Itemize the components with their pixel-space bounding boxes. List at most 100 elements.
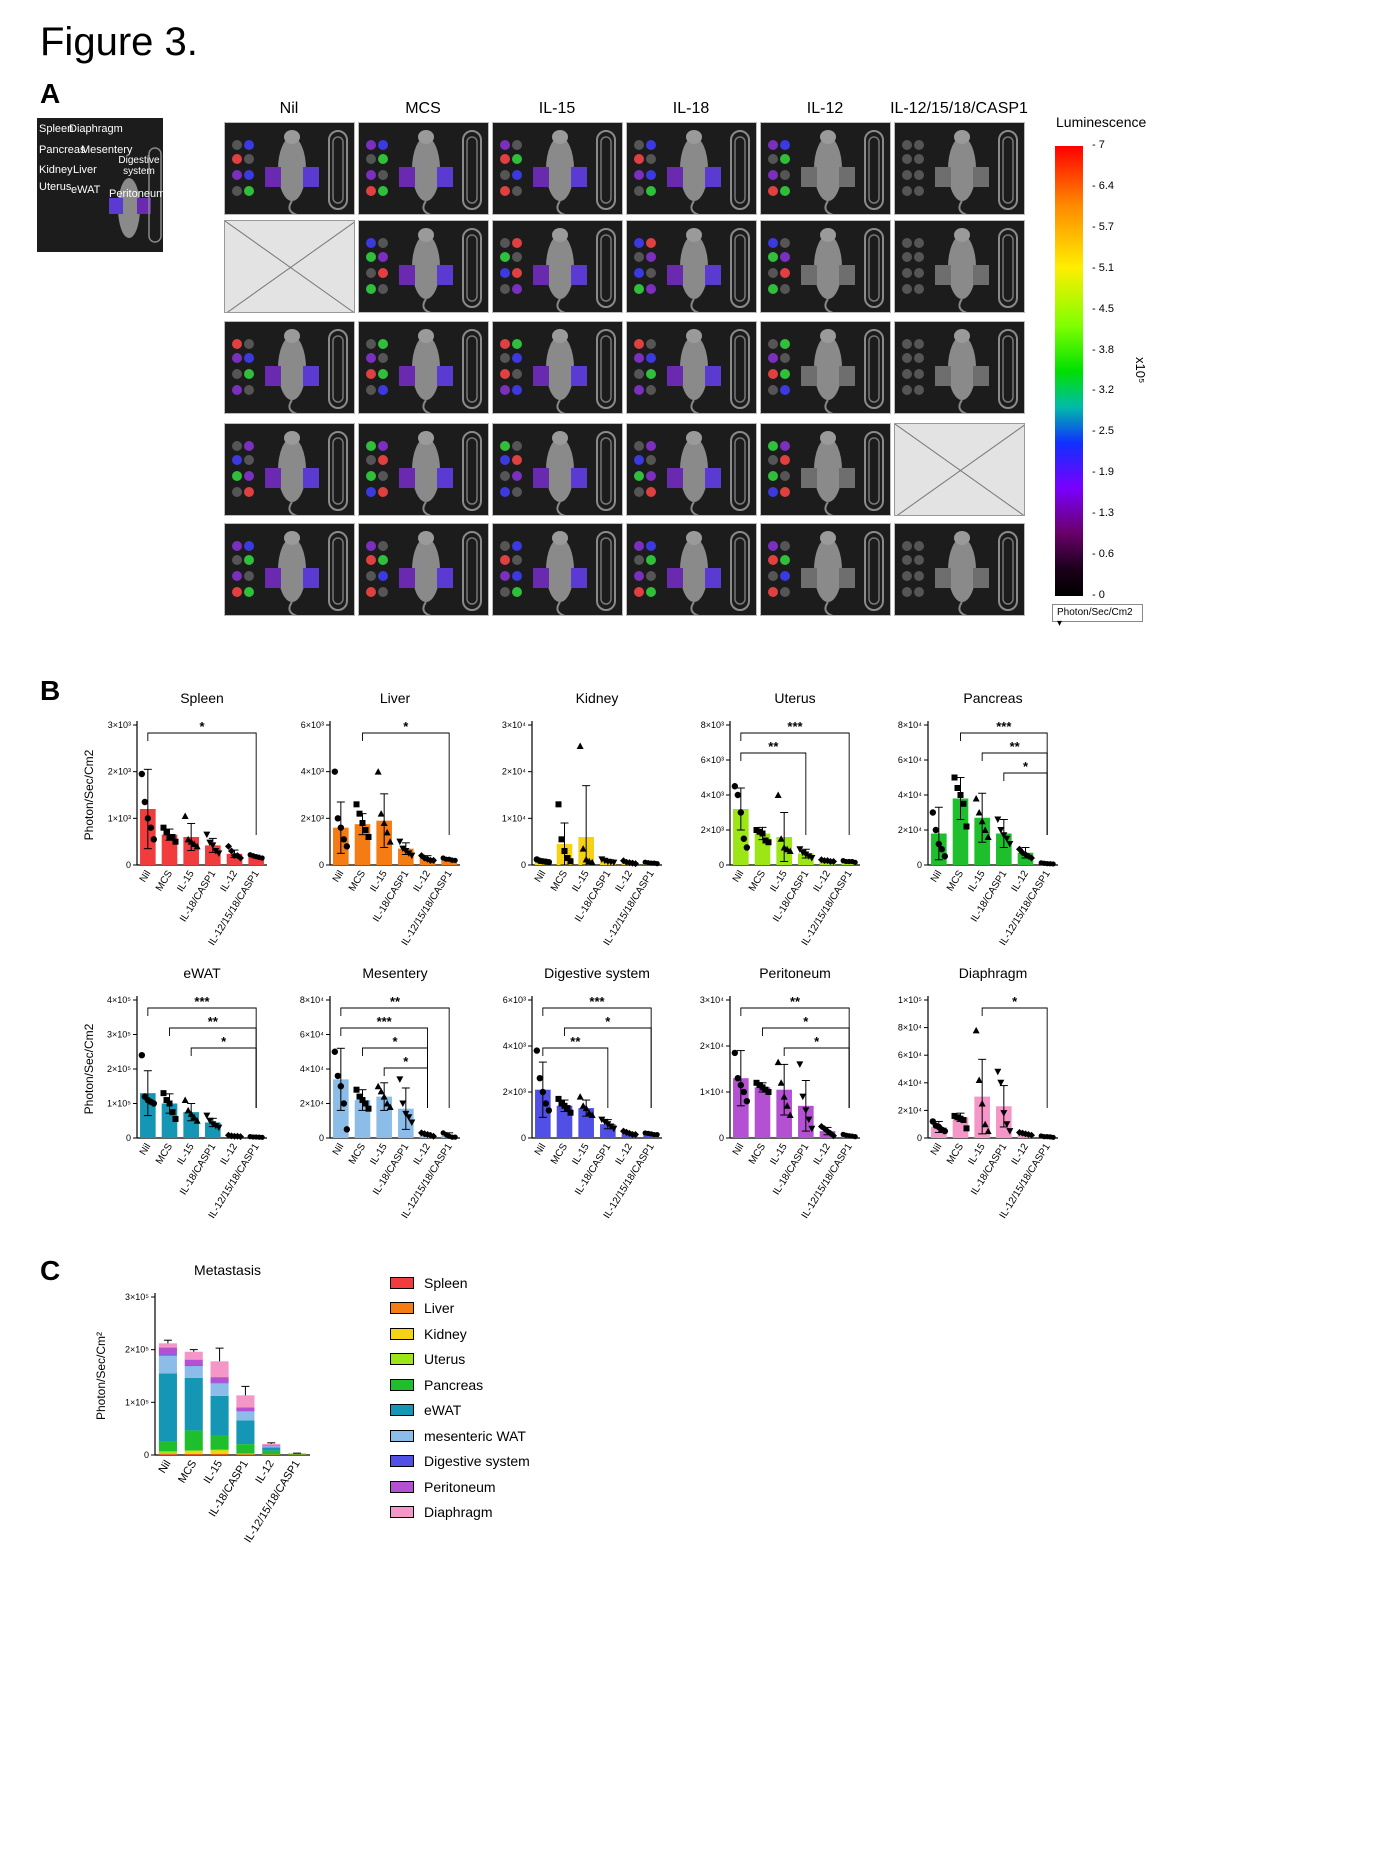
mouse-icon bbox=[500, 228, 616, 312]
colorbar-tick-label: - 5.7 bbox=[1092, 220, 1115, 233]
data-point bbox=[1000, 1110, 1008, 1117]
mouse-tail bbox=[422, 501, 432, 515]
digestive-loop bbox=[730, 130, 750, 210]
organ-signal bbox=[244, 455, 254, 465]
legend-label: mesenteric WAT bbox=[424, 1427, 526, 1444]
legend-label: Uterus bbox=[424, 1351, 466, 1368]
legend-item: Peritoneum bbox=[390, 1474, 530, 1500]
peritoneum-pelt bbox=[533, 468, 549, 488]
mouse-head bbox=[686, 130, 702, 144]
organ-signal bbox=[914, 385, 924, 395]
mouse-tail bbox=[824, 399, 834, 413]
data-point bbox=[765, 1089, 772, 1095]
mouse-head bbox=[954, 228, 970, 242]
peritoneum-pelt bbox=[935, 568, 951, 588]
ivis-image-tile bbox=[626, 321, 757, 414]
peritoneum-pelt bbox=[935, 265, 951, 285]
data-point bbox=[418, 852, 425, 860]
ivis-image-tile bbox=[358, 523, 489, 616]
y-tick-label: 0 bbox=[126, 1133, 131, 1143]
stacked-segment bbox=[262, 1450, 281, 1455]
mouse-tail bbox=[824, 601, 834, 615]
data-point bbox=[972, 1026, 980, 1034]
mouse-head bbox=[418, 228, 434, 242]
mouse-head bbox=[820, 130, 836, 144]
organ-signal bbox=[768, 268, 778, 278]
digestive-loop bbox=[734, 437, 746, 505]
organ-signal bbox=[500, 170, 510, 180]
y-tick-label: 0 bbox=[319, 1133, 324, 1143]
significance-stars: ** bbox=[208, 1014, 219, 1029]
organ-signal bbox=[646, 170, 656, 180]
data-point bbox=[206, 1117, 214, 1125]
legend-swatch bbox=[390, 1378, 414, 1391]
organ-signal bbox=[232, 369, 242, 379]
data-point bbox=[734, 1075, 742, 1082]
organ-signal bbox=[232, 455, 242, 465]
digestive-loop bbox=[1002, 335, 1014, 403]
y-tick-label: 8×10⁴ bbox=[300, 995, 324, 1005]
organ-signal bbox=[232, 140, 242, 150]
organ-signal bbox=[646, 441, 656, 451]
digestive-loop bbox=[1002, 537, 1014, 605]
stacked-segment bbox=[236, 1420, 255, 1445]
mouse-head bbox=[552, 228, 568, 242]
digestive-loop bbox=[998, 329, 1018, 409]
organ-signal bbox=[500, 571, 510, 581]
organ-signal bbox=[768, 252, 778, 262]
organ-signal bbox=[780, 284, 790, 294]
missing-image-tile bbox=[224, 220, 355, 313]
organ-signal bbox=[902, 555, 912, 565]
peritoneum-pelt bbox=[973, 366, 989, 386]
data-point bbox=[141, 798, 149, 806]
units-dropdown[interactable]: Photon/Sec/Cm2 ▾ bbox=[1052, 604, 1143, 629]
data-point bbox=[374, 1082, 382, 1090]
stacked-segment bbox=[210, 1435, 229, 1450]
organ-signal bbox=[780, 555, 790, 565]
organ-signal bbox=[512, 238, 522, 248]
mouse-icon bbox=[768, 228, 884, 312]
peritoneum-pelt bbox=[935, 366, 951, 386]
mouse-body bbox=[680, 438, 708, 502]
y-tick-label: 4×10⁴ bbox=[898, 1078, 922, 1088]
organ-signal bbox=[914, 541, 924, 551]
ivis-image-tile bbox=[224, 423, 355, 516]
stacked-segment bbox=[262, 1446, 281, 1448]
peritoneum-pelt bbox=[839, 366, 855, 386]
peritoneum-pelt bbox=[399, 468, 415, 488]
data-point bbox=[960, 800, 967, 807]
y-tick-label: 0 bbox=[521, 860, 526, 870]
organ-label-ewat: eWAT bbox=[71, 184, 101, 196]
y-tick-label: 4×10⁴ bbox=[300, 1064, 324, 1074]
stacked-segment bbox=[184, 1359, 203, 1366]
legend-item: Pancreas bbox=[390, 1372, 530, 1398]
x-tick-label: Nil bbox=[331, 1142, 347, 1158]
data-point bbox=[960, 1117, 967, 1124]
mouse-tail bbox=[690, 399, 700, 413]
legend-label: Spleen bbox=[424, 1274, 468, 1291]
data-point bbox=[743, 1098, 751, 1105]
digestive-loop bbox=[730, 531, 750, 611]
organ-signal bbox=[768, 555, 778, 565]
x-tick-label: IL-15 bbox=[202, 1458, 225, 1486]
stacked-segment bbox=[158, 1373, 177, 1442]
digestive-loop bbox=[734, 234, 746, 302]
organ-signal bbox=[634, 587, 644, 597]
organ-signal bbox=[768, 154, 778, 164]
data-point bbox=[938, 846, 946, 853]
data-point bbox=[555, 1095, 562, 1102]
mouse-icon bbox=[366, 531, 482, 615]
digestive-loop bbox=[1002, 234, 1014, 302]
mouse-tail bbox=[288, 501, 298, 515]
data-point bbox=[582, 1104, 590, 1112]
stacked-segment bbox=[210, 1450, 229, 1454]
stacked-segment bbox=[184, 1430, 203, 1451]
data-point bbox=[362, 1100, 369, 1107]
organ-signal bbox=[914, 353, 924, 363]
data-point bbox=[564, 855, 571, 861]
ivis-image-tile bbox=[760, 220, 891, 313]
organ-signal bbox=[914, 339, 924, 349]
cross-icon bbox=[225, 221, 354, 312]
mouse-icon bbox=[366, 431, 482, 515]
digestive-loop bbox=[730, 228, 750, 308]
